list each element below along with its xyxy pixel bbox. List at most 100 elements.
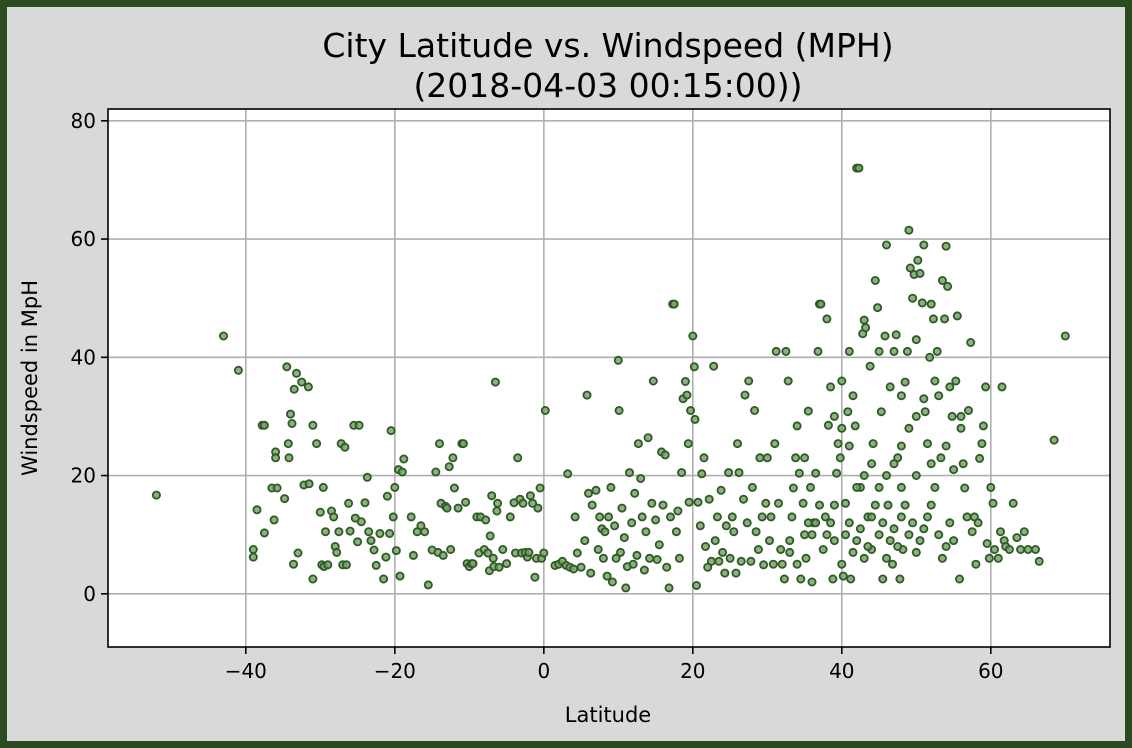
data-point <box>533 503 543 513</box>
data-point <box>841 498 851 508</box>
data-point <box>768 559 778 569</box>
data-point <box>369 545 379 555</box>
data-point <box>645 553 655 563</box>
data-point <box>962 512 972 522</box>
data-point <box>905 263 915 273</box>
data-point <box>468 559 478 569</box>
data-point <box>628 559 638 569</box>
data-point <box>444 462 454 472</box>
data-point <box>397 467 407 477</box>
data-point <box>630 488 640 498</box>
data-point <box>852 482 862 492</box>
data-point <box>710 536 720 546</box>
data-point <box>611 553 621 563</box>
data-point <box>528 498 538 508</box>
data-point <box>285 409 295 419</box>
data-point <box>354 420 364 430</box>
data-point <box>308 574 318 584</box>
data-point <box>801 553 811 563</box>
data-point <box>362 472 372 482</box>
data-point <box>569 564 579 574</box>
data-point <box>492 506 502 516</box>
data-point <box>639 565 649 575</box>
data-point <box>926 459 936 469</box>
data-point <box>908 293 918 303</box>
data-point <box>666 512 676 522</box>
data-point <box>826 518 836 528</box>
data-point <box>956 411 966 421</box>
data-point <box>340 442 350 452</box>
data-point <box>852 536 862 546</box>
plot-area <box>108 109 1110 647</box>
data-point <box>259 528 269 538</box>
data-point <box>353 537 363 547</box>
data-point <box>765 536 775 546</box>
data-point <box>770 439 780 449</box>
data-point <box>332 547 342 557</box>
data-point <box>761 498 771 508</box>
data-point <box>973 518 983 528</box>
data-point <box>498 545 508 555</box>
data-point <box>385 529 395 539</box>
data-point <box>798 498 808 508</box>
data-point <box>800 530 810 540</box>
data-point <box>540 405 550 415</box>
data-point <box>686 405 696 415</box>
data-point <box>1031 545 1041 555</box>
data-point <box>911 470 921 480</box>
data-point <box>513 453 523 463</box>
data-point <box>755 453 765 463</box>
data-point <box>794 468 804 478</box>
data-point <box>956 423 966 433</box>
data-point <box>919 240 929 250</box>
y-axis-ticks: 0 20 40 60 80 <box>71 109 108 606</box>
data-point <box>269 515 279 525</box>
data-point <box>937 275 947 285</box>
data-point <box>859 315 869 325</box>
data-point <box>729 527 739 537</box>
data-point <box>949 465 959 475</box>
x-tick-label: 20 <box>680 659 705 683</box>
data-point <box>391 546 401 556</box>
data-point <box>524 547 534 557</box>
data-point <box>904 225 914 235</box>
data-point <box>829 536 839 546</box>
data-point <box>943 281 953 291</box>
data-point <box>837 559 847 569</box>
data-point <box>280 494 290 504</box>
data-point <box>863 542 873 552</box>
data-point <box>978 421 988 431</box>
data-point <box>854 163 864 173</box>
data-point <box>1060 331 1070 341</box>
data-point <box>593 545 603 555</box>
data-point <box>904 530 914 540</box>
data-point <box>813 346 823 356</box>
data-point <box>288 559 298 569</box>
data-point <box>846 574 856 584</box>
data-point <box>919 524 929 534</box>
x-axis-ticks: −40 −20 0 20 40 60 <box>225 647 1004 683</box>
data-point <box>619 533 629 543</box>
data-point <box>297 377 307 387</box>
data-point <box>448 453 458 463</box>
data-point <box>610 521 620 531</box>
data-point <box>878 518 888 528</box>
data-point <box>733 439 743 449</box>
data-point <box>654 540 664 550</box>
data-point <box>779 574 789 584</box>
data-point <box>941 441 951 451</box>
data-point <box>461 497 471 507</box>
data-point <box>785 536 795 546</box>
data-point <box>287 418 297 428</box>
data-point <box>926 500 936 510</box>
data-point <box>525 491 535 501</box>
y-axis-label: Windspeed in MpH <box>18 280 42 476</box>
data-point <box>949 536 959 546</box>
data-point <box>488 553 498 563</box>
data-point <box>345 526 355 536</box>
data-point <box>874 346 884 356</box>
data-point <box>584 488 594 498</box>
data-point <box>693 497 703 507</box>
data-point <box>811 518 821 528</box>
data-point <box>757 512 767 522</box>
